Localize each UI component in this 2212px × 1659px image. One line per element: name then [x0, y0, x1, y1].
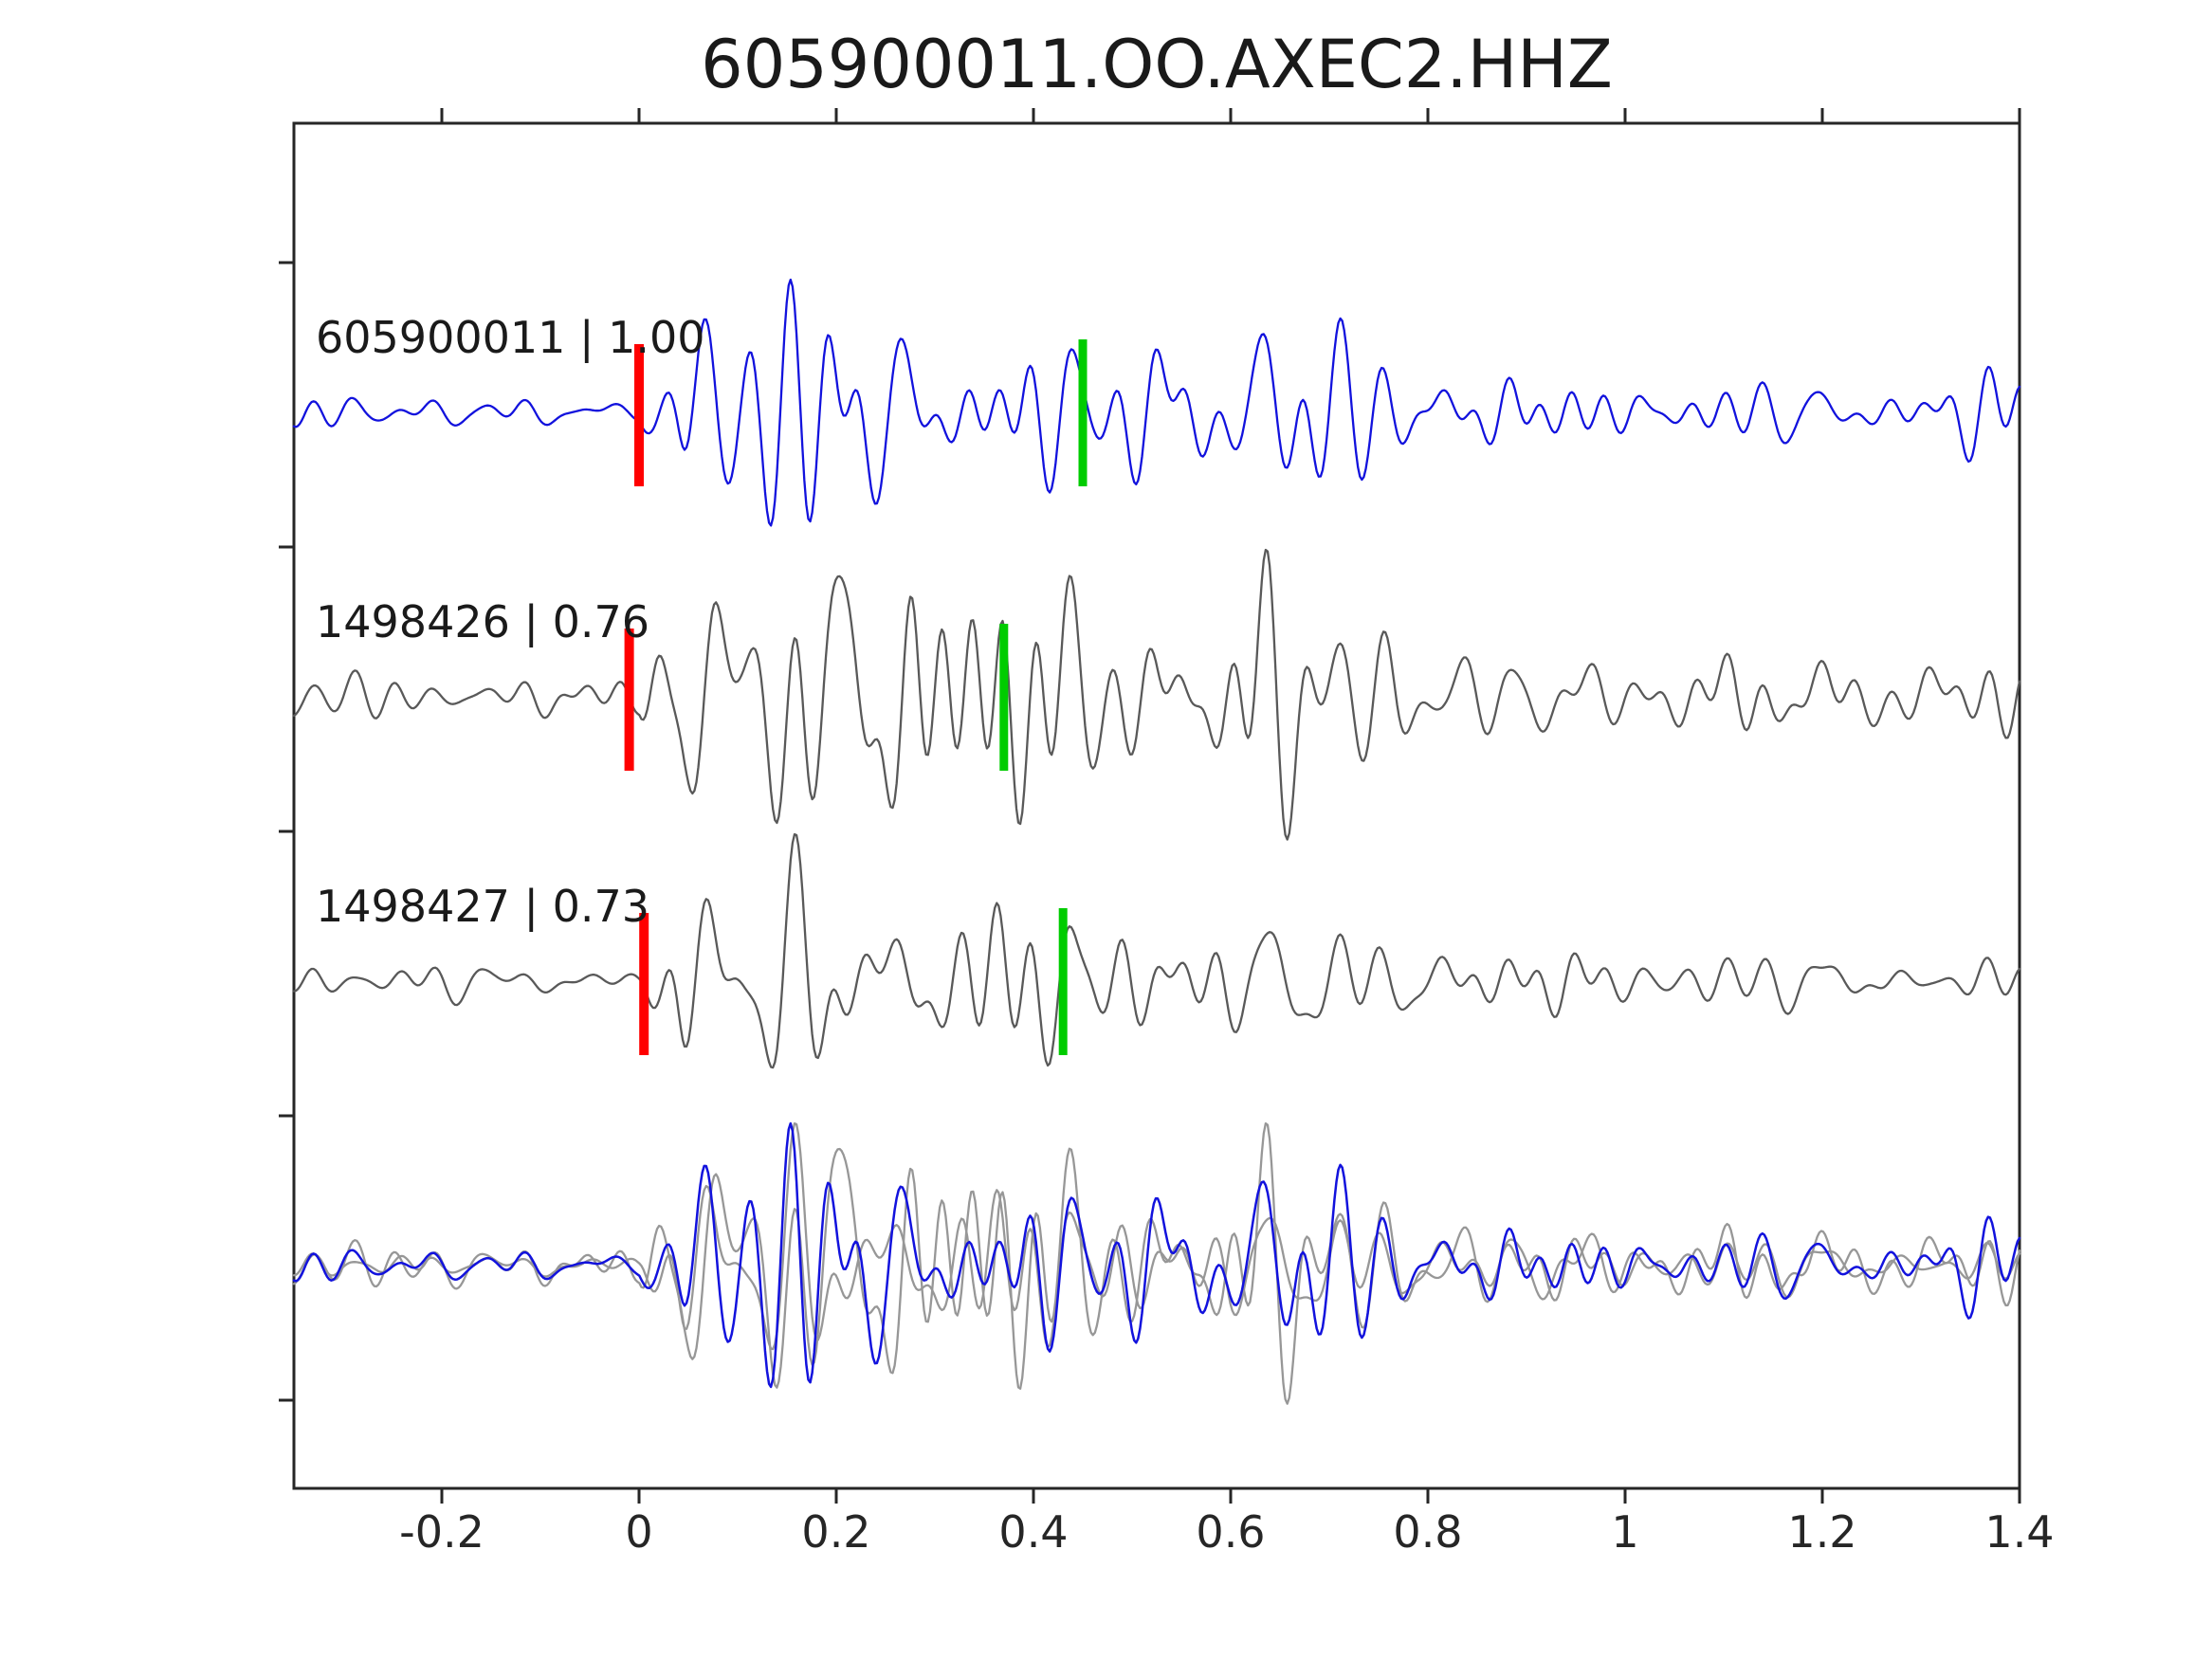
trace-labels: 605900011 | 1.00 1498426 | 0.76 1498427 …: [316, 312, 705, 933]
green-pick-605900011: [1078, 339, 1088, 486]
waveform-1498426: [292, 548, 2021, 841]
red-pick-1498427: [639, 913, 649, 1055]
overlay-waveform-605900011: [292, 1121, 2021, 1389]
pick-markers: [624, 339, 1088, 1055]
x-tick-label-4: 0.6: [1196, 1506, 1265, 1558]
x-tick-labels: -0.2 0 0.2 0.4 0.6 0.8 1 1.2 1.4: [399, 1506, 2054, 1558]
x-tick-label-6: 1: [1611, 1506, 1638, 1558]
trace-label-template: 605900011 | 1.00: [316, 312, 705, 364]
overlay-waveform-1498427: [292, 1121, 2021, 1351]
x-tick-label-8: 1.4: [1984, 1506, 2054, 1558]
trace-label-detection-2: 1498427 | 0.73: [316, 881, 649, 933]
x-tick-label-7: 1.2: [1787, 1506, 1856, 1558]
trace-label-detection-1: 1498426 | 0.76: [316, 596, 649, 648]
red-pick-605900011: [634, 344, 644, 486]
green-pick-1498426: [999, 624, 1009, 771]
waveform-605900011: [292, 278, 2021, 527]
overlay-waveform-1498426: [292, 1121, 2021, 1405]
x-tick-label-0: -0.2: [399, 1506, 484, 1558]
waveform-traces: [292, 278, 2021, 1405]
x-tick-label-1: 0: [625, 1506, 652, 1558]
x-tick-label-3: 0.4: [998, 1506, 1068, 1558]
axis-ticks: [279, 108, 2021, 1504]
waveform-1498427: [292, 832, 2021, 1069]
figure-title: 605900011.OO.AXEC2.HHZ: [701, 26, 1613, 103]
red-pick-1498426: [624, 629, 634, 771]
green-pick-1498427: [1058, 908, 1068, 1055]
axes-box: [292, 121, 2021, 1490]
x-tick-label-2: 0.2: [801, 1506, 870, 1558]
x-tick-label-5: 0.8: [1393, 1506, 1462, 1558]
